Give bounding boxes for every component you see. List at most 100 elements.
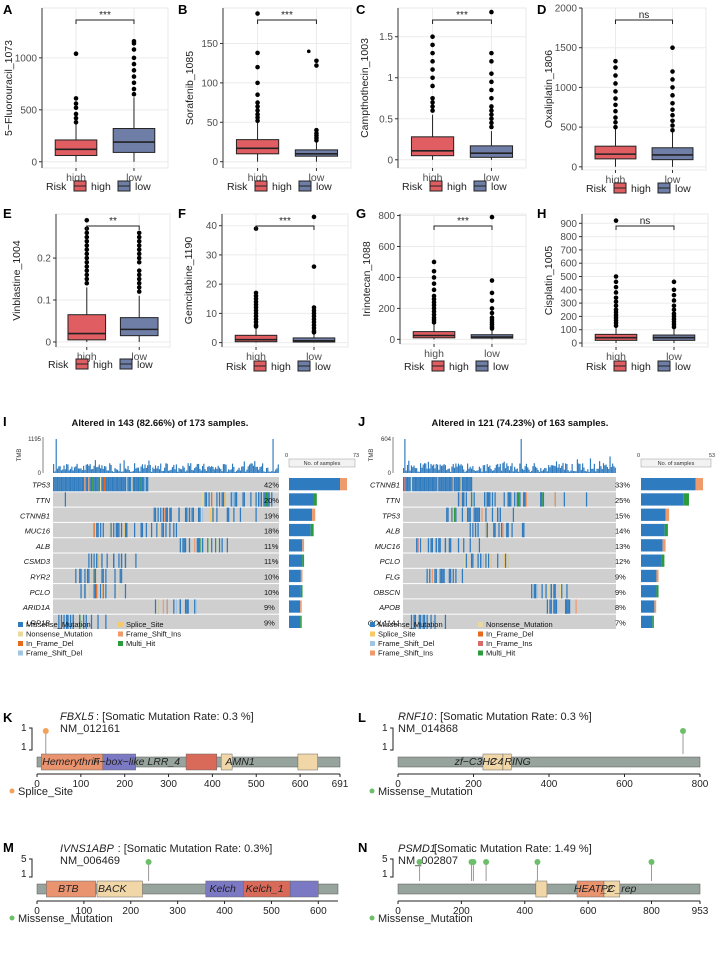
mutation-cell <box>101 584 103 599</box>
gene-percent: 9% <box>264 603 275 612</box>
mutation-cell <box>93 584 95 599</box>
gene-row-bg <box>53 568 279 584</box>
tmb-bar <box>568 471 571 473</box>
mutation-cell <box>491 507 494 522</box>
tmb-bar <box>243 461 245 473</box>
tmb-bar <box>135 468 137 473</box>
mutation-cell <box>161 522 163 538</box>
outlier-point <box>84 247 90 252</box>
mutation-cell <box>86 568 89 584</box>
gene-label: CTNNB1 <box>20 511 50 520</box>
mutation-cell <box>143 477 145 492</box>
mutation-cell <box>403 477 405 492</box>
tmb-bar <box>118 471 120 473</box>
mutation-cell <box>113 522 115 538</box>
mutation-cell <box>76 477 78 492</box>
mutation-cell <box>486 522 488 538</box>
outlier-point <box>311 214 317 220</box>
gene-label: PCLO <box>380 557 401 566</box>
x-tick-label: 400 <box>516 906 533 917</box>
mutation-cell <box>435 568 437 584</box>
x-tick-label: 100 <box>73 779 90 790</box>
mutation-cell <box>165 522 167 538</box>
mutation-cell <box>157 522 159 538</box>
outlier-point <box>671 287 677 293</box>
box-low <box>469 145 514 158</box>
mutation-cell <box>207 538 209 553</box>
mutation-cell <box>434 614 436 629</box>
mutation-cell <box>235 492 238 507</box>
mutation-cell <box>410 477 413 492</box>
mutation-cell <box>153 507 155 522</box>
x-tick-label: low <box>306 351 322 363</box>
x-tick-label: high <box>246 351 266 363</box>
outlier-point <box>489 71 494 76</box>
tmb-bar <box>110 464 112 473</box>
mutation-cell <box>559 584 562 599</box>
mutation-cell <box>179 538 181 553</box>
protein-backbone <box>397 756 701 768</box>
mutation-cell <box>211 507 213 522</box>
tmb-bar <box>216 468 218 473</box>
tmb-bar <box>493 470 495 473</box>
mutation-cell <box>412 477 414 492</box>
tmb-bar <box>267 467 269 473</box>
mutation-cell <box>416 477 418 492</box>
outlier-point <box>670 127 675 133</box>
mutation-cell <box>118 553 120 568</box>
tmb-bar <box>532 466 534 473</box>
plot-area <box>581 7 707 171</box>
mutation-rate-title: [Somatic Mutation Rate: 1.49 %] <box>434 843 592 855</box>
tmb-bar <box>504 468 507 473</box>
tmb-bar <box>144 464 146 473</box>
gene-row-bg <box>53 614 279 629</box>
outlier-point <box>136 247 142 252</box>
outlier-point <box>489 298 495 303</box>
sample-count-bar <box>665 508 670 521</box>
mutation-cell <box>265 492 268 507</box>
risk-legend: Risk high low <box>404 360 509 373</box>
tmb-bar <box>225 464 227 473</box>
tmb-bar <box>413 465 415 473</box>
outlier-point <box>489 95 494 101</box>
legend-label: Splice_Site <box>126 620 164 629</box>
tmb-bar <box>507 466 509 473</box>
sample-count-bar <box>641 600 655 613</box>
legend-label-low: low <box>135 181 151 193</box>
mutation-cell <box>63 477 65 492</box>
sample-count-bar <box>683 493 689 506</box>
mutation-cell <box>90 614 93 629</box>
mutation-cell <box>464 553 466 568</box>
y-tick-label: 0 <box>212 157 218 168</box>
gene-label: TP53 <box>32 481 51 490</box>
legend-title: Risk <box>586 183 607 195</box>
tmb-bar <box>511 463 513 473</box>
mutation-cell <box>550 584 552 599</box>
tmb-bar <box>171 467 174 473</box>
tmb-bar <box>187 463 189 473</box>
outlier-point <box>613 65 618 70</box>
tmb-bar <box>156 468 158 473</box>
y-tick-label: 100 <box>201 78 218 89</box>
mutation-cell <box>524 492 526 507</box>
tmb-bar <box>434 468 436 473</box>
gene-percent: 9% <box>264 618 275 627</box>
gene-percent: 8% <box>615 603 626 612</box>
tmb-bar <box>497 463 499 473</box>
mutation-cell <box>166 507 168 522</box>
y-min-label: 1 <box>21 742 27 753</box>
tmb-bar <box>260 466 262 473</box>
outlier-point <box>670 100 675 106</box>
y-tick-label: 600 <box>378 242 395 253</box>
tmb-bar <box>239 470 241 473</box>
tmb-bar <box>604 465 606 473</box>
tmb-bar <box>207 466 209 473</box>
mutation-cell <box>182 538 184 553</box>
outlier-point <box>136 251 142 257</box>
y-max-label: 5 <box>21 854 27 865</box>
sample-count-bar <box>289 615 301 628</box>
gene-label: APOB <box>378 603 400 612</box>
y-max-label: 1 <box>382 723 388 734</box>
